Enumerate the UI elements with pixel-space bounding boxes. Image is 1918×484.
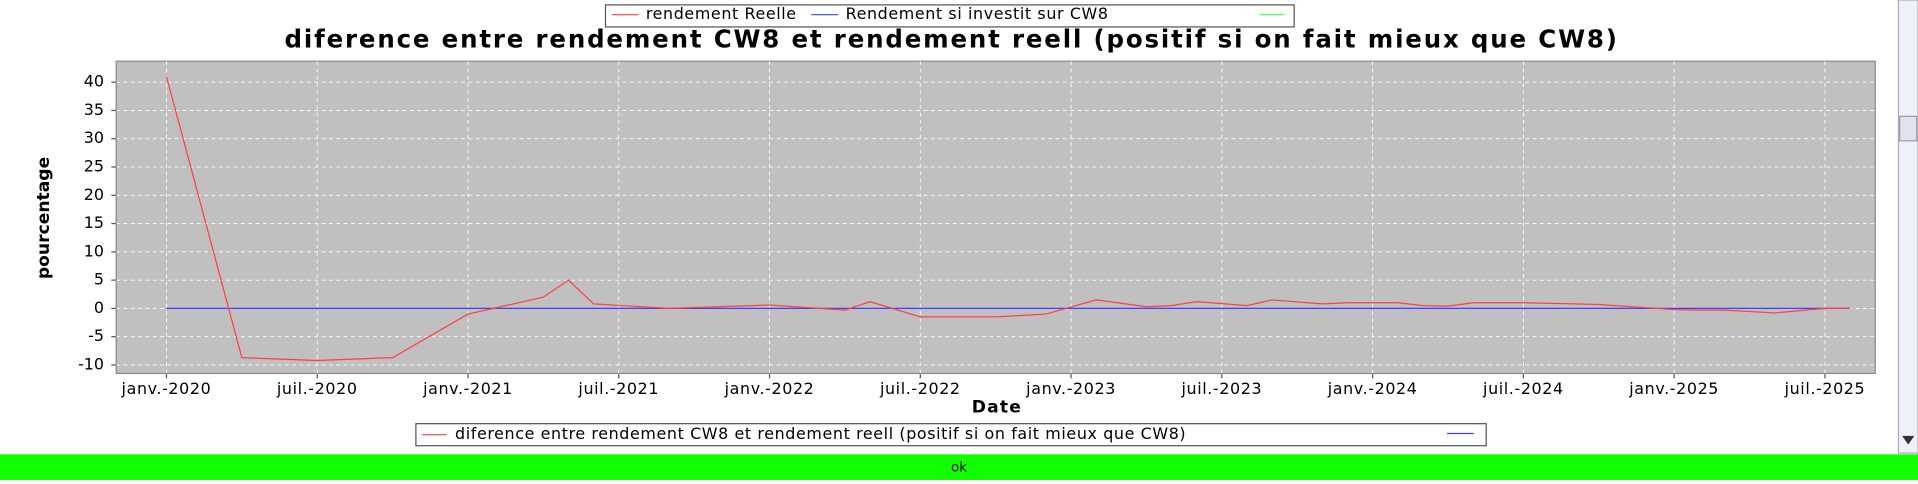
ok-button[interactable] (0, 454, 1918, 480)
y-tick-label: 5 (94, 270, 104, 289)
y-tick-label: 15 (84, 213, 104, 232)
scrollbar-thumb[interactable] (1899, 115, 1918, 142)
x-tick-label: janv.-2021 (422, 379, 513, 398)
x-tick-label: juil.-2025 (1784, 379, 1866, 398)
y-tick-label: -5 (88, 326, 104, 345)
scroll-down-arrow[interactable] (1902, 435, 1915, 445)
y-tick-label: 0 (94, 298, 104, 317)
x-tick-label: janv.-2023 (1025, 379, 1116, 398)
x-tick-label: juil.-2022 (879, 379, 961, 398)
x-tick-label: juil.-2024 (1482, 379, 1564, 398)
y-tick-label: 25 (84, 156, 104, 175)
series-line (165, 76, 1851, 362)
y-tick-label: 30 (84, 128, 104, 147)
x-tick-label: janv.-2022 (724, 379, 815, 398)
ok-button-label[interactable]: ok (951, 461, 967, 476)
y-tick-label: 40 (84, 72, 104, 91)
x-tick-label: janv.-2020 (121, 379, 212, 398)
legend-label: rendement Reelle (646, 4, 797, 23)
y-tick-label: 20 (84, 185, 104, 204)
chart-title: diference entre rendement CW8 et rendeme… (285, 24, 1619, 53)
legend-label: diference entre rendement CW8 et rendeme… (455, 424, 1186, 443)
scrollbar[interactable] (1897, 0, 1918, 454)
plot-area (115, 60, 1876, 375)
legend-label: Rendement si investit sur CW8 (846, 4, 1109, 23)
x-tick-label: janv.-2025 (1628, 379, 1719, 398)
y-tick-label: 35 (84, 100, 104, 119)
top-legend-box (604, 4, 1295, 28)
x-tick-label: juil.-2023 (1181, 379, 1263, 398)
x-tick-label: juil.-2020 (276, 379, 358, 398)
x-tick-label: juil.-2021 (577, 379, 659, 398)
y-axis-label: pourcentage (34, 157, 54, 279)
bottom-legend-box (415, 423, 1487, 447)
y-tick-label: -10 (78, 354, 104, 373)
x-axis-label: Date (972, 398, 1022, 418)
y-tick-label: 10 (84, 241, 104, 260)
x-tick-label: janv.-2024 (1327, 379, 1418, 398)
